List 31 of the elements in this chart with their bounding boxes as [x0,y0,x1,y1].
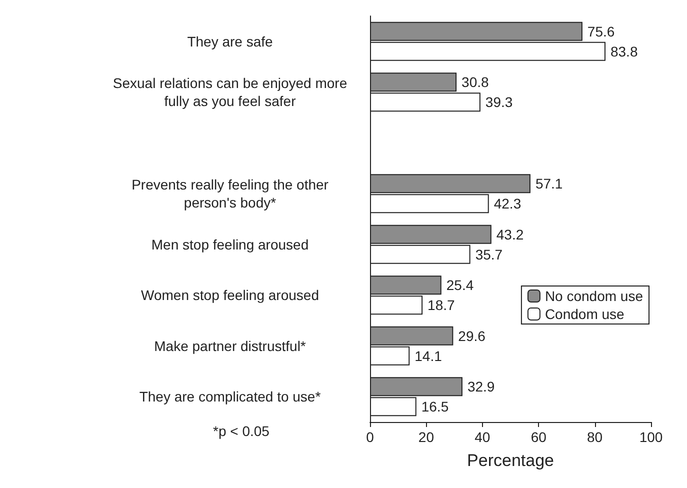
y-tick-label: Make partner distrustful* [154,338,306,354]
data-label: 83.8 [610,43,638,60]
x-tick-label: 60 [530,429,547,445]
y-tick-label: Women stop feeling aroused [141,287,319,304]
x-tick-label: 20 [418,429,434,445]
x-tick-label: 80 [587,429,603,445]
data-label: 43.2 [496,226,524,242]
x-tick-label: 0 [366,429,374,445]
x-tick-label: 100 [639,429,663,445]
data-label: 29.6 [458,328,486,344]
data-label: 35.7 [475,246,503,262]
y-tick-label: They are safe [187,33,274,50]
data-label: 16.5 [421,398,449,415]
data-label: 18.7 [428,297,456,314]
data-label: 75.6 [587,23,615,40]
y-tick-label: They are complicated to use* [139,388,322,405]
y-tick-label: Men stop feeling aroused [151,236,309,252]
data-label: 57.1 [535,176,563,192]
y-tick-label: Sexual relations can be enjoyed more fully as you feel safer [112,75,348,110]
legend-label: Condom use [544,306,625,322]
data-label: 39.3 [485,94,513,110]
data-label: 30.8 [462,74,490,90]
data-label: 25.4 [446,277,474,294]
text: *p < 0.05 [213,423,270,439]
data-label: 32.9 [467,378,495,395]
legend-label: No condom use [544,288,644,304]
data-label: 42.3 [494,196,522,212]
x-axis-title: Percentage [467,451,554,470]
x-tick-label: 40 [474,429,490,445]
y-tick-label: Prevents really feeling the other person's body* [132,176,329,211]
data-label: 14.1 [414,348,442,364]
